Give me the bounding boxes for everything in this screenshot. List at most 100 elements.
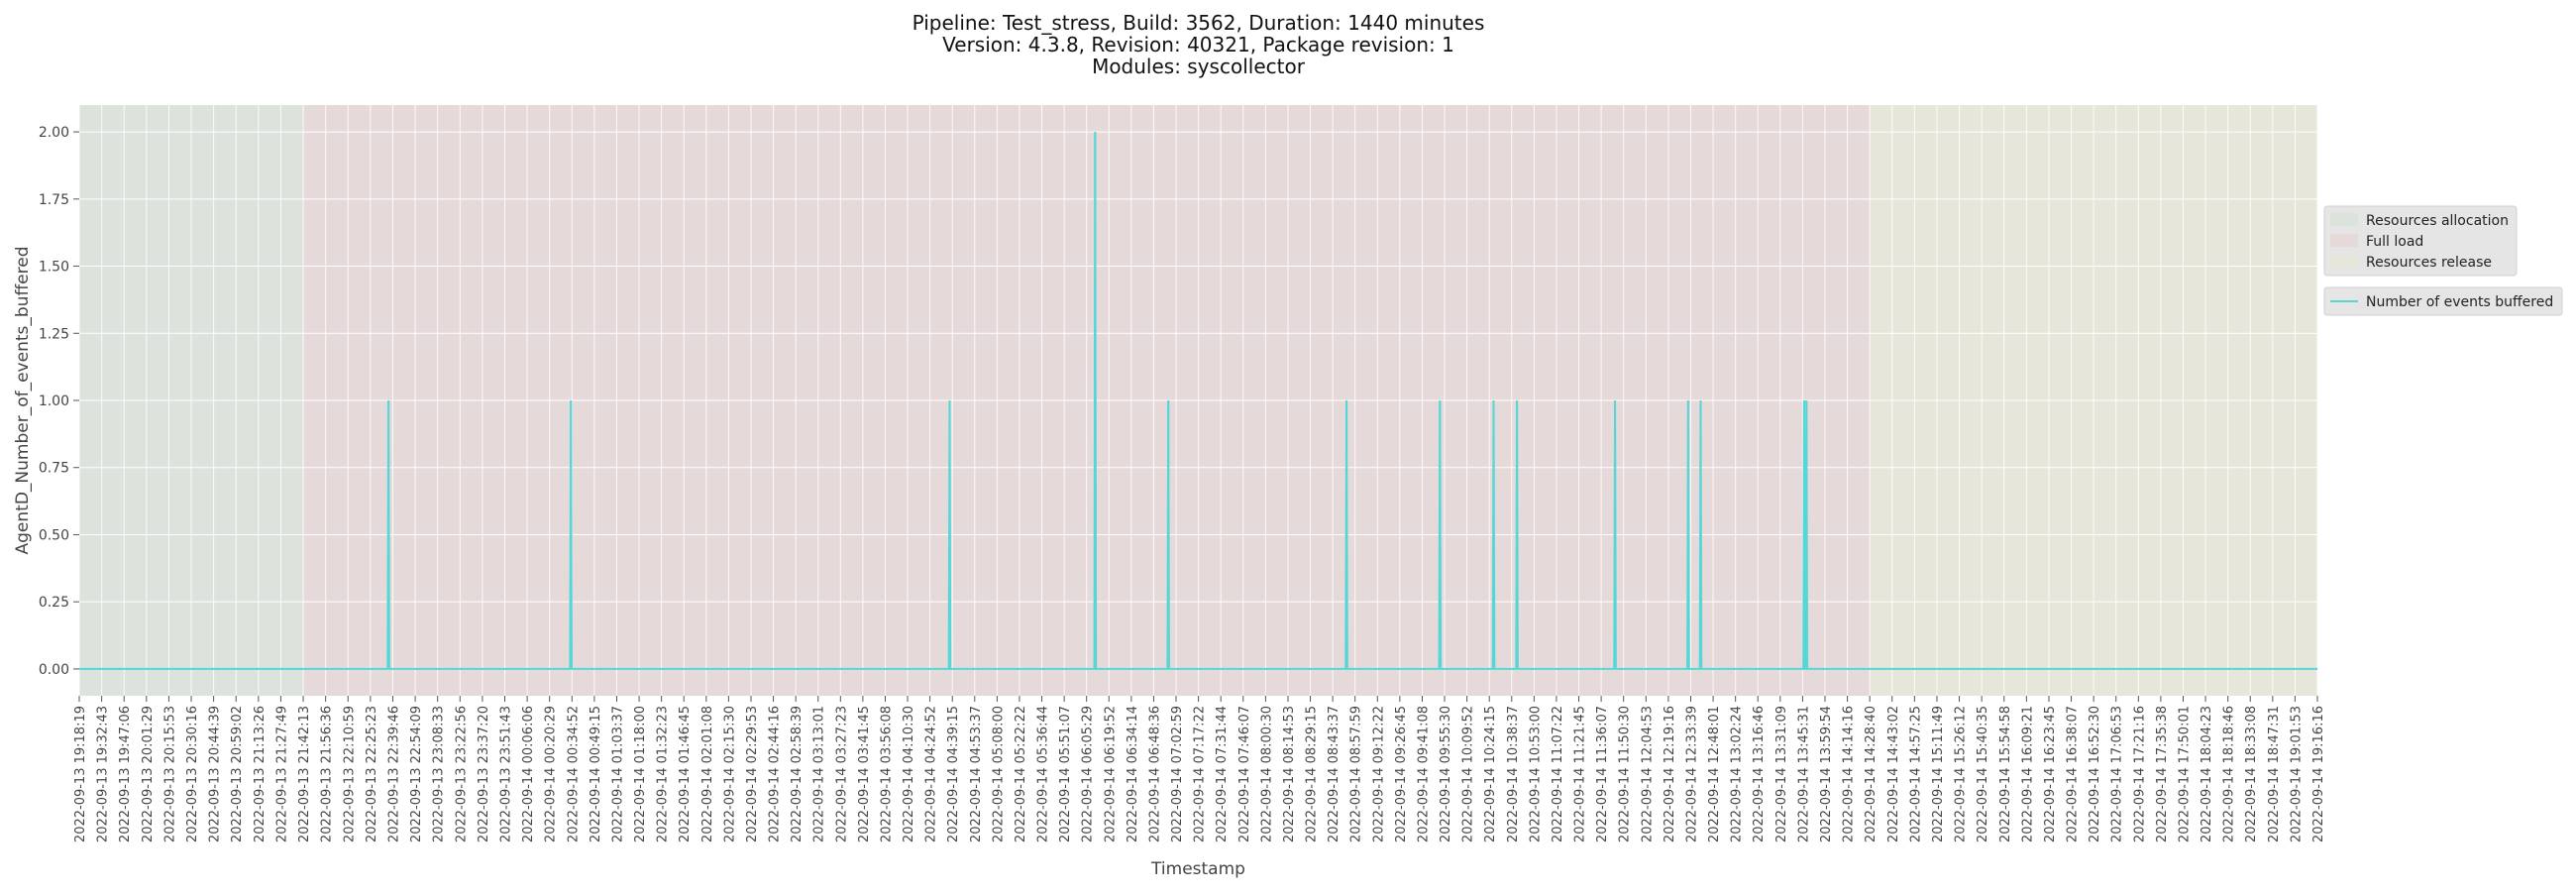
x-tick-label: 2022-09-14 07:02:59 (1170, 706, 1185, 842)
x-tick-label: 2022-09-14 02:44:16 (768, 706, 783, 842)
title-line: Modules: syscollector (1092, 55, 1306, 78)
x-tick-label: 2022-09-13 19:18:19 (73, 706, 88, 842)
x-tick-label: 2022-09-14 00:34:52 (566, 706, 581, 842)
x-tick-label: 2022-09-14 00:20:29 (544, 706, 559, 842)
x-tick-label: 2022-09-14 05:36:44 (1036, 706, 1051, 842)
x-tick-label: 2022-09-14 18:47:31 (2267, 706, 2282, 842)
x-tick-label: 2022-09-14 04:10:30 (902, 706, 916, 842)
x-tick-label: 2022-09-14 08:29:15 (1305, 706, 1320, 842)
x-tick-label: 2022-09-14 05:22:22 (1014, 706, 1028, 842)
x-tick-label: 2022-09-14 18:33:08 (2244, 706, 2259, 842)
y-axis-label: AgentD_Number_of_events_buffered (13, 247, 33, 555)
x-tick-label: 2022-09-13 20:30:16 (185, 706, 200, 842)
legend-label: Resources allocation (2366, 213, 2509, 229)
x-tick-label: 2022-09-14 01:03:37 (610, 706, 625, 842)
legend-swatch (2330, 213, 2358, 226)
x-tick-label: 2022-09-14 01:18:00 (633, 706, 648, 842)
title-line: Version: 4.3.8, Revision: 40321, Package… (942, 33, 1454, 56)
x-tick-label: 2022-09-14 15:40:35 (1976, 706, 1990, 842)
x-tick-label: 2022-09-13 22:39:46 (386, 706, 401, 842)
x-tick-label: 2022-09-13 21:13:26 (253, 706, 268, 842)
x-tick-label: 2022-09-14 01:46:45 (678, 706, 693, 842)
x-tick-label: 2022-09-14 02:29:53 (745, 706, 760, 842)
x-tick-label: 2022-09-14 09:12:22 (1371, 706, 1386, 842)
x-tick-label: 2022-09-13 19:32:43 (96, 706, 111, 842)
x-tick-label: 2022-09-14 13:16:46 (1752, 706, 1767, 842)
x-tick-label: 2022-09-14 18:04:23 (2200, 706, 2214, 842)
x-tick-label: 2022-09-13 23:08:33 (432, 706, 447, 842)
x-tick-label: 2022-09-13 21:42:13 (297, 706, 312, 842)
x-tick-label: 2022-09-14 11:50:30 (1618, 706, 1633, 842)
x-tick-label: 2022-09-14 18:18:46 (2222, 706, 2237, 842)
x-tick-label: 2022-09-14 19:01:53 (2289, 706, 2304, 842)
x-tick-label: 2022-09-14 09:55:30 (1439, 706, 1453, 842)
x-tick-label: 2022-09-14 17:35:38 (2155, 706, 2170, 842)
y-tick-label: 0.00 (39, 662, 69, 678)
legend-label: Full load (2366, 234, 2423, 250)
x-tick-label: 2022-09-14 13:31:09 (1774, 706, 1789, 842)
x-tick-label: 2022-09-14 08:43:37 (1327, 706, 1342, 842)
x-tick-label: 2022-09-14 10:53:00 (1528, 706, 1543, 842)
x-tick-label: 2022-09-14 03:56:08 (879, 706, 894, 842)
x-tick-label: 2022-09-14 13:59:54 (1819, 706, 1834, 842)
x-tick-label: 2022-09-13 23:37:20 (477, 706, 491, 842)
x-tick-label: 2022-09-14 03:41:45 (857, 706, 872, 842)
x-tick-label: 2022-09-14 12:33:39 (1684, 706, 1699, 842)
y-tick-label: 1.00 (39, 393, 69, 409)
y-tick-label: 0.25 (39, 595, 69, 611)
x-tick-label: 2022-09-14 03:13:01 (812, 706, 827, 842)
x-tick-label: 2022-09-13 20:59:02 (230, 706, 245, 842)
legend-swatch (2330, 255, 2358, 268)
x-tick-label: 2022-09-14 12:19:16 (1663, 706, 1677, 842)
x-tick-label: 2022-09-14 19:16:16 (2311, 706, 2326, 842)
x-tick-label: 2022-09-14 07:31:44 (1215, 706, 1230, 842)
x-tick-label: 2022-09-14 07:17:22 (1193, 706, 1208, 842)
x-tick-label: 2022-09-14 11:36:07 (1595, 706, 1610, 842)
y-tick-label: 1.50 (39, 260, 69, 276)
x-tick-label: 2022-09-13 23:51:43 (499, 706, 514, 842)
x-tick-label: 2022-09-14 10:38:37 (1506, 706, 1521, 842)
chart-title: Pipeline: Test_stress, Build: 3562, Dura… (912, 11, 1485, 78)
legend-label: Resources release (2366, 255, 2492, 271)
x-tick-label: 2022-09-14 04:24:52 (924, 706, 939, 842)
x-tick-label: 2022-09-14 06:34:14 (1126, 706, 1140, 842)
x-tick-label: 2022-09-13 20:44:39 (208, 706, 223, 842)
x-tick-label: 2022-09-14 14:14:16 (1842, 706, 1857, 842)
x-tick-label: 2022-09-14 09:26:45 (1394, 706, 1409, 842)
legend: Resources allocation Full load Resources r… (2323, 205, 2563, 316)
x-tick-label: 2022-09-14 17:06:53 (2110, 706, 2125, 842)
x-tick-label: 2022-09-14 08:57:59 (1349, 706, 1364, 842)
x-tick-label: 2022-09-13 23:22:56 (454, 706, 469, 842)
x-tick-label: 2022-09-14 15:11:49 (1931, 706, 1946, 842)
x-tick-label: 2022-09-14 07:46:07 (1237, 706, 1252, 842)
y-tick-label: 0.50 (39, 527, 69, 543)
x-tick-label: 2022-09-14 01:32:23 (656, 706, 671, 842)
y-tick-label: 0.75 (39, 461, 69, 477)
x-tick-label: 2022-09-14 17:50:01 (2178, 706, 2193, 842)
x-tick-label: 2022-09-13 21:56:36 (320, 706, 335, 842)
x-tick-label: 2022-09-14 13:02:24 (1730, 706, 1745, 842)
x-tick-label: 2022-09-14 15:54:58 (1998, 706, 2013, 842)
y-tick-label: 1.25 (39, 326, 69, 342)
x-tick-label: 2022-09-14 02:15:30 (722, 706, 737, 842)
x-tick-label: 2022-09-13 20:15:53 (162, 706, 177, 842)
x-tick-label: 2022-09-14 12:48:01 (1707, 706, 1722, 842)
x-tick-label: 2022-09-14 02:58:39 (790, 706, 805, 842)
legend-swatch (2330, 234, 2358, 247)
x-tick-label: 2022-09-14 16:23:45 (2043, 706, 2058, 842)
x-tick-label: 2022-09-14 06:19:52 (1103, 706, 1118, 842)
x-tick-label: 2022-09-14 09:41:08 (1416, 706, 1431, 842)
x-tick-label: 2022-09-14 04:53:37 (969, 706, 984, 842)
x-tick-label: 2022-09-14 13:45:31 (1796, 706, 1811, 842)
x-tick-label: 2022-09-14 05:08:00 (991, 706, 1006, 842)
y-tick-label: 1.75 (39, 192, 69, 208)
x-tick-label: 2022-09-14 08:00:30 (1259, 706, 1274, 842)
x-tick-label: 2022-09-14 17:21:16 (2132, 706, 2147, 842)
x-tick-label: 2022-09-14 00:49:15 (589, 706, 603, 842)
x-tick-label: 2022-09-13 22:54:09 (409, 706, 424, 842)
x-tick-label: 2022-09-14 03:27:23 (834, 706, 849, 842)
axes: 0.00 0.25 0.50 0.75 1.00 1.25 1.50 1.75 2.00 2022… (13, 125, 2326, 879)
title-line: Pipeline: Test_stress, Build: 3562, Dura… (912, 11, 1485, 35)
x-tick-label: 2022-09-13 22:10:59 (342, 706, 357, 842)
